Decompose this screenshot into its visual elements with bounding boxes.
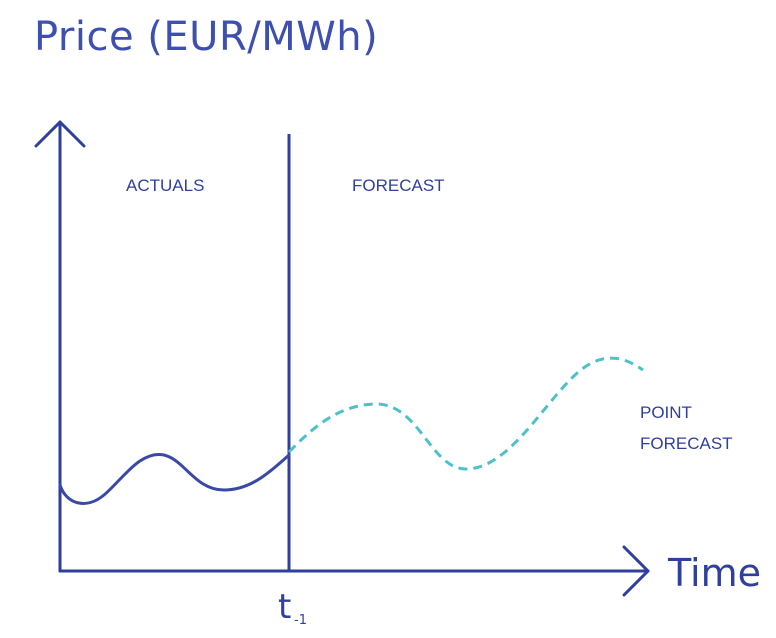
actuals-region-label: ACTUALS: [126, 176, 204, 195]
divider-label-subscript: -1: [294, 613, 307, 628]
point-forecast-label-line2: FORECAST: [640, 434, 733, 453]
arrow-right-icon: [622, 545, 650, 597]
point-forecast-line: [287, 356, 644, 471]
x-axis-label: Time: [667, 551, 761, 595]
divider-label: t: [278, 587, 291, 627]
point-forecast-label-line1: POINT: [640, 403, 692, 422]
arrow-up-icon: [34, 120, 86, 148]
forecast-region-label: FORECAST: [352, 176, 445, 195]
y-axis-label: Price (EUR/MWh): [34, 14, 379, 60]
actuals-line: [58, 453, 291, 505]
